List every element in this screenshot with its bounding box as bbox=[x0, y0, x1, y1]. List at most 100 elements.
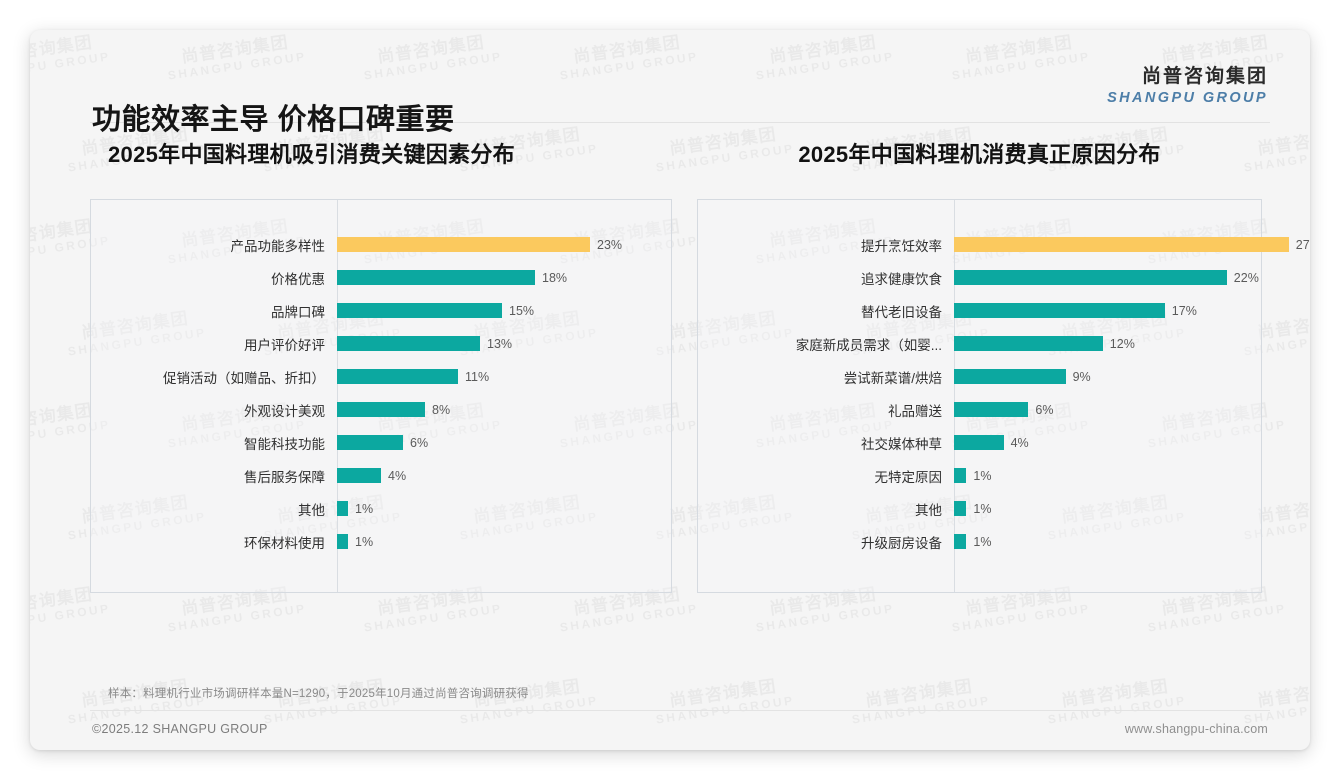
bar bbox=[337, 270, 535, 285]
chart-title-right: 2025年中国料理机消费真正原因分布 bbox=[798, 142, 1161, 167]
bar bbox=[337, 237, 590, 252]
bar-category-label: 品牌口碑 bbox=[271, 304, 325, 320]
bar-row: 价格优惠 18% bbox=[91, 261, 671, 294]
bar-value-label: 4% bbox=[1010, 435, 1029, 450]
bar-category-label: 促销活动（如赠品、折扣） bbox=[163, 370, 325, 386]
bar-value-label: 8% bbox=[432, 402, 451, 417]
chart-axis-right bbox=[954, 200, 955, 592]
bar-category-label: 智能科技功能 bbox=[244, 436, 325, 452]
bar-track: 27% bbox=[954, 228, 1310, 261]
bar-row: 升级厨房设备 1% bbox=[698, 525, 1261, 558]
bar bbox=[954, 270, 1227, 285]
chart-block-right: 2025年中国料理机消费真正原因分布 提升烹饪效率 27% 追求健康饮食 22% 替代老… bbox=[697, 140, 1310, 593]
bar-track: 15% bbox=[337, 294, 671, 327]
chart-block-left: 2025年中国料理机吸引消费关键因素分布 产品功能多样性 23% 价格优惠 18% 品牌… bbox=[90, 140, 672, 593]
bar-category-label: 提升烹饪效率 bbox=[861, 238, 942, 254]
bar-category-label: 用户评价好评 bbox=[244, 337, 325, 353]
bar-track: 8% bbox=[337, 393, 671, 426]
bar-row: 替代老旧设备 17% bbox=[698, 294, 1261, 327]
bar-category-label: 外观设计美观 bbox=[244, 403, 325, 419]
slide-footer: ©2025.12 SHANGPU GROUP www.shangpu-china… bbox=[30, 718, 1310, 750]
bar bbox=[954, 237, 1289, 252]
bar-category-label: 社交媒体种草 bbox=[861, 436, 942, 452]
bar bbox=[954, 336, 1103, 351]
bar-row: 提升烹饪效率 27% bbox=[698, 228, 1310, 261]
bar-value-label: 6% bbox=[410, 435, 429, 450]
website-link[interactable]: www.shangpu-china.com bbox=[1124, 722, 1268, 736]
bar-category-label: 售后服务保障 bbox=[244, 469, 325, 485]
bar-track: 18% bbox=[337, 261, 671, 294]
bar-track: 1% bbox=[954, 492, 1261, 525]
bar-track: 1% bbox=[954, 459, 1261, 492]
bar-category-label: 产品功能多样性 bbox=[230, 238, 326, 254]
bar-track: 1% bbox=[337, 525, 671, 558]
bar-value-label: 17% bbox=[1171, 303, 1197, 318]
bar bbox=[337, 534, 348, 549]
bar-row: 尝试新菜谱/烘焙 9% bbox=[698, 360, 1261, 393]
bar-track: 23% bbox=[337, 228, 671, 261]
header-divider bbox=[90, 122, 1270, 123]
chart-panel-left: 产品功能多样性 23% 价格优惠 18% 品牌口碑 15% 用户评价好评 13% 促销活动（如赠… bbox=[90, 199, 672, 593]
bar-track: 13% bbox=[337, 327, 671, 360]
bar-value-label: 4% bbox=[388, 468, 407, 483]
bar-track: 6% bbox=[337, 426, 671, 459]
bar-row: 追求健康饮食 22% bbox=[698, 261, 1261, 294]
bar-row: 其他 1% bbox=[91, 492, 671, 525]
bar-value-label: 15% bbox=[509, 303, 535, 318]
bar-row: 其他 1% bbox=[698, 492, 1261, 525]
bar-row: 售后服务保障 4% bbox=[91, 459, 671, 492]
chart-title-left: 2025年中国料理机吸引消费关键因素分布 bbox=[108, 142, 515, 167]
company-logo: 尚普咨询集团 SHANGPU GROUP bbox=[1107, 66, 1268, 107]
bar bbox=[954, 303, 1165, 318]
bar-track: 4% bbox=[954, 426, 1261, 459]
bar-category-label: 无特定原因 bbox=[874, 469, 943, 485]
bar bbox=[954, 468, 967, 483]
bar bbox=[954, 501, 967, 516]
chart-plot-left: 产品功能多样性 23% 价格优惠 18% 品牌口碑 15% 用户评价好评 13% 促销活动（如赠… bbox=[91, 200, 671, 592]
logo-chinese-name: 尚普咨询集团 bbox=[1141, 66, 1268, 87]
bar-row: 无特定原因 1% bbox=[698, 459, 1261, 492]
bar-category-label: 环保材料使用 bbox=[244, 535, 325, 551]
bar-track: 11% bbox=[337, 360, 671, 393]
sample-footnote: 样本：料理机行业市场调研样本量N=1290，于2025年10月通过尚普咨询调研获… bbox=[108, 688, 529, 700]
bar-track: 12% bbox=[954, 327, 1261, 360]
bar-row: 环保材料使用 1% bbox=[91, 525, 671, 558]
bar bbox=[337, 369, 458, 384]
copyright-text: ©2025.12 SHANGPU GROUP bbox=[92, 722, 268, 736]
bar-track: 6% bbox=[954, 393, 1261, 426]
chart-axis-left bbox=[337, 200, 338, 592]
bar-category-label: 其他 bbox=[298, 502, 325, 518]
bar-value-label: 1% bbox=[973, 534, 992, 549]
bar-row: 家庭新成员需求（如婴... 12% bbox=[698, 327, 1261, 360]
bar-value-label: 1% bbox=[973, 501, 992, 516]
bar bbox=[954, 402, 1029, 417]
bar-value-label: 1% bbox=[973, 468, 992, 483]
bar-category-label: 尝试新菜谱/烘焙 bbox=[843, 370, 942, 386]
bar-track: 17% bbox=[954, 294, 1261, 327]
bar-category-label: 其他 bbox=[915, 502, 942, 518]
footer-divider bbox=[90, 710, 1270, 711]
bar-value-label: 18% bbox=[542, 270, 568, 285]
bar-value-label: 12% bbox=[1109, 336, 1135, 351]
slide-header: 功能效率主导 价格口碑重要 尚普咨询集团 SHANGPU GROUP bbox=[30, 30, 1310, 136]
bar-row: 品牌口碑 15% bbox=[91, 294, 671, 327]
bar-row: 礼品赠送 6% bbox=[698, 393, 1261, 426]
bar-value-label: 11% bbox=[465, 369, 490, 384]
bar-value-label: 13% bbox=[487, 336, 513, 351]
chart-panel-right: 提升烹饪效率 27% 追求健康饮食 22% 替代老旧设备 17% 家庭新成员需求（如婴...… bbox=[697, 199, 1310, 593]
bar-track: 22% bbox=[954, 261, 1261, 294]
bar-row: 智能科技功能 6% bbox=[91, 426, 671, 459]
bar bbox=[954, 534, 967, 549]
logo-english-name: SHANGPU GROUP bbox=[1107, 89, 1268, 106]
bar-value-label: 22% bbox=[1233, 270, 1259, 285]
chart-plot-right: 提升烹饪效率 27% 追求健康饮食 22% 替代老旧设备 17% 家庭新成员需求（如婴...… bbox=[698, 200, 1310, 592]
bar bbox=[954, 369, 1066, 384]
bar bbox=[337, 402, 425, 417]
bar-track: 1% bbox=[954, 525, 1261, 558]
bar-category-label: 家庭新成员需求（如婴... bbox=[795, 337, 942, 353]
bar-row: 外观设计美观 8% bbox=[91, 393, 671, 426]
bar bbox=[954, 435, 1004, 450]
bar-track: 4% bbox=[337, 459, 671, 492]
bar-row: 促销活动（如赠品、折扣） 11% bbox=[91, 360, 671, 393]
